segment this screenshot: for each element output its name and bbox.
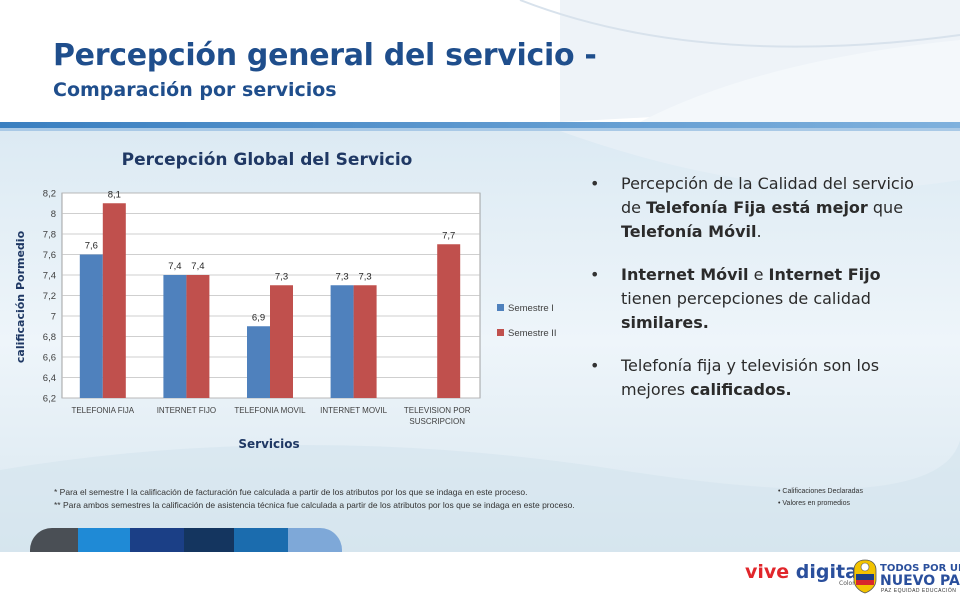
y-tick-label: 7,4 (43, 271, 56, 282)
color-block (78, 528, 130, 552)
slide-title: Percepción general del servicio - (53, 38, 597, 73)
insight-text: . (756, 222, 762, 241)
insight-item: Percepción de la Calidad del servicio de… (590, 172, 920, 244)
insight-item: Telefonía fija y televisión son los mejo… (590, 354, 920, 402)
insight-emphasis: Telefonía Móvil (621, 222, 757, 241)
data-label: 7,7 (442, 230, 455, 241)
legend-swatch (497, 304, 504, 311)
data-label: 7,3 (335, 271, 348, 282)
color-block (130, 528, 184, 552)
bar-semestre-ii (102, 203, 126, 398)
insight-emphasis: similares. (621, 313, 709, 332)
colombia-shield-icon (853, 559, 877, 594)
gov-logo-line1: TODOS POR UN (880, 563, 960, 574)
insight-text: e (748, 265, 769, 284)
data-label: 7,4 (191, 261, 204, 272)
side-note-item: Calificaciones Declaradas (778, 486, 863, 498)
x-axis-title: Servicios (238, 437, 299, 451)
bar-semestre-i (163, 275, 187, 398)
plot-area: 6,2 6,4 6,6 6,8 7 7,2 7,4 7,6 7,8 8 8,2 7,6 8,1 TELEF… (43, 189, 481, 426)
data-label: 7,3 (358, 271, 371, 282)
chart-title: Percepción Global del Servicio (122, 150, 413, 170)
slide-subtitle: Comparación por servicios (53, 79, 337, 101)
x-tick-label: INTERNET MOVIL (320, 406, 388, 415)
gov-logo-line2: NUEVO PAÍS (880, 573, 960, 589)
y-tick-label: 6,4 (43, 373, 56, 384)
insight-text: Telefonía fija y televisión son los mejo… (621, 356, 880, 399)
x-tick-label: INTERNET FIJO (157, 406, 216, 415)
data-label: 6,9 (252, 312, 265, 323)
color-block (234, 528, 288, 552)
data-label: 7,6 (85, 241, 98, 252)
y-tick-label: 7 (51, 312, 56, 323)
side-notes: Calificaciones Declaradas Valores en pro… (778, 486, 863, 510)
y-tick-label: 6,8 (43, 332, 56, 343)
bar-semestre-ii (270, 285, 293, 398)
vive-digital-logo: vive digital Colombia (745, 561, 868, 587)
insight-text: que (867, 198, 904, 217)
side-note-item: Valores en promedios (778, 498, 863, 510)
y-tick-label: 6,6 (43, 353, 56, 364)
y-tick-label: 8,2 (43, 189, 56, 200)
insight-emphasis: Telefonía Fija está mejor (646, 198, 868, 217)
bar-semestre-ii (437, 244, 461, 398)
color-blocks (30, 528, 342, 552)
color-block (184, 528, 234, 552)
y-tick-label: 6,2 (43, 394, 56, 405)
insight-text: tienen percepciones de calidad (621, 289, 871, 308)
x-tick-label: TELEVISION POR SUSCRIPCION (404, 406, 471, 426)
color-block (288, 528, 342, 552)
insights-list: Percepción de la Calidad del servicio de… (590, 172, 920, 421)
y-tick-label: 7,8 (43, 230, 56, 241)
insight-text: Percepción de la Calidad del servicio de (621, 174, 914, 217)
legend-label: Semestre II (508, 328, 557, 339)
legend-swatch (497, 329, 504, 336)
bar-semestre-i (247, 326, 270, 398)
bar-semestre-i (330, 285, 354, 398)
footnotes: * Para el semestre I la calificación de … (54, 486, 575, 512)
data-label: 7,3 (275, 271, 288, 282)
y-axis-title: calificación Pormedio (14, 230, 27, 363)
y-tick-label: 7,2 (43, 291, 56, 302)
y-tick-label: 7,6 (43, 250, 56, 261)
data-label: 8,1 (108, 189, 121, 200)
insight-item: Internet Móvil e Internet Fijo tienen pe… (590, 263, 920, 335)
chart-legend: Semestre I Semestre II (497, 303, 557, 339)
footnote-2: ** Para ambos semestres la calificación … (54, 500, 575, 510)
insight-emphasis: Internet Fijo (768, 265, 881, 284)
data-label: 7,4 (168, 261, 181, 272)
bar-semestre-ii (186, 275, 210, 398)
insight-emphasis: calificados. (690, 380, 792, 399)
x-tick-label: TELEFONIA FIJA (71, 406, 134, 415)
color-block (30, 528, 78, 552)
insight-emphasis: Internet Móvil (621, 265, 749, 284)
gov-logo-line3: PAZ EQUIDAD EDUCACIÓN (881, 588, 957, 594)
legend-label: Semestre I (508, 303, 554, 314)
bar-chart: Percepción Global del Servicio 6,2 6,4 6,6… (14, 150, 557, 451)
footnote-1: * Para el semestre I la calificación de … (54, 487, 528, 497)
y-tick-label: 8 (51, 209, 56, 220)
bar-semestre-ii (353, 285, 377, 398)
x-tick-label: TELEFONIA MOVIL (234, 406, 306, 415)
bar-semestre-i (79, 254, 103, 398)
